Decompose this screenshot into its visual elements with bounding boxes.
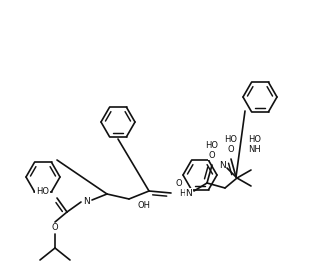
Text: O: O: [52, 224, 58, 232]
Text: N: N: [185, 188, 192, 197]
Text: O: O: [228, 144, 234, 154]
Text: N: N: [84, 197, 90, 207]
Text: HO: HO: [36, 187, 49, 197]
Text: O: O: [209, 150, 215, 160]
Text: HO: HO: [205, 140, 218, 150]
Text: HO: HO: [248, 134, 261, 143]
Text: HO: HO: [224, 134, 238, 143]
Text: NH: NH: [248, 144, 261, 154]
Text: N: N: [219, 160, 225, 170]
Text: O: O: [176, 178, 182, 187]
Text: OH: OH: [137, 201, 150, 210]
Text: HO: HO: [179, 188, 192, 197]
